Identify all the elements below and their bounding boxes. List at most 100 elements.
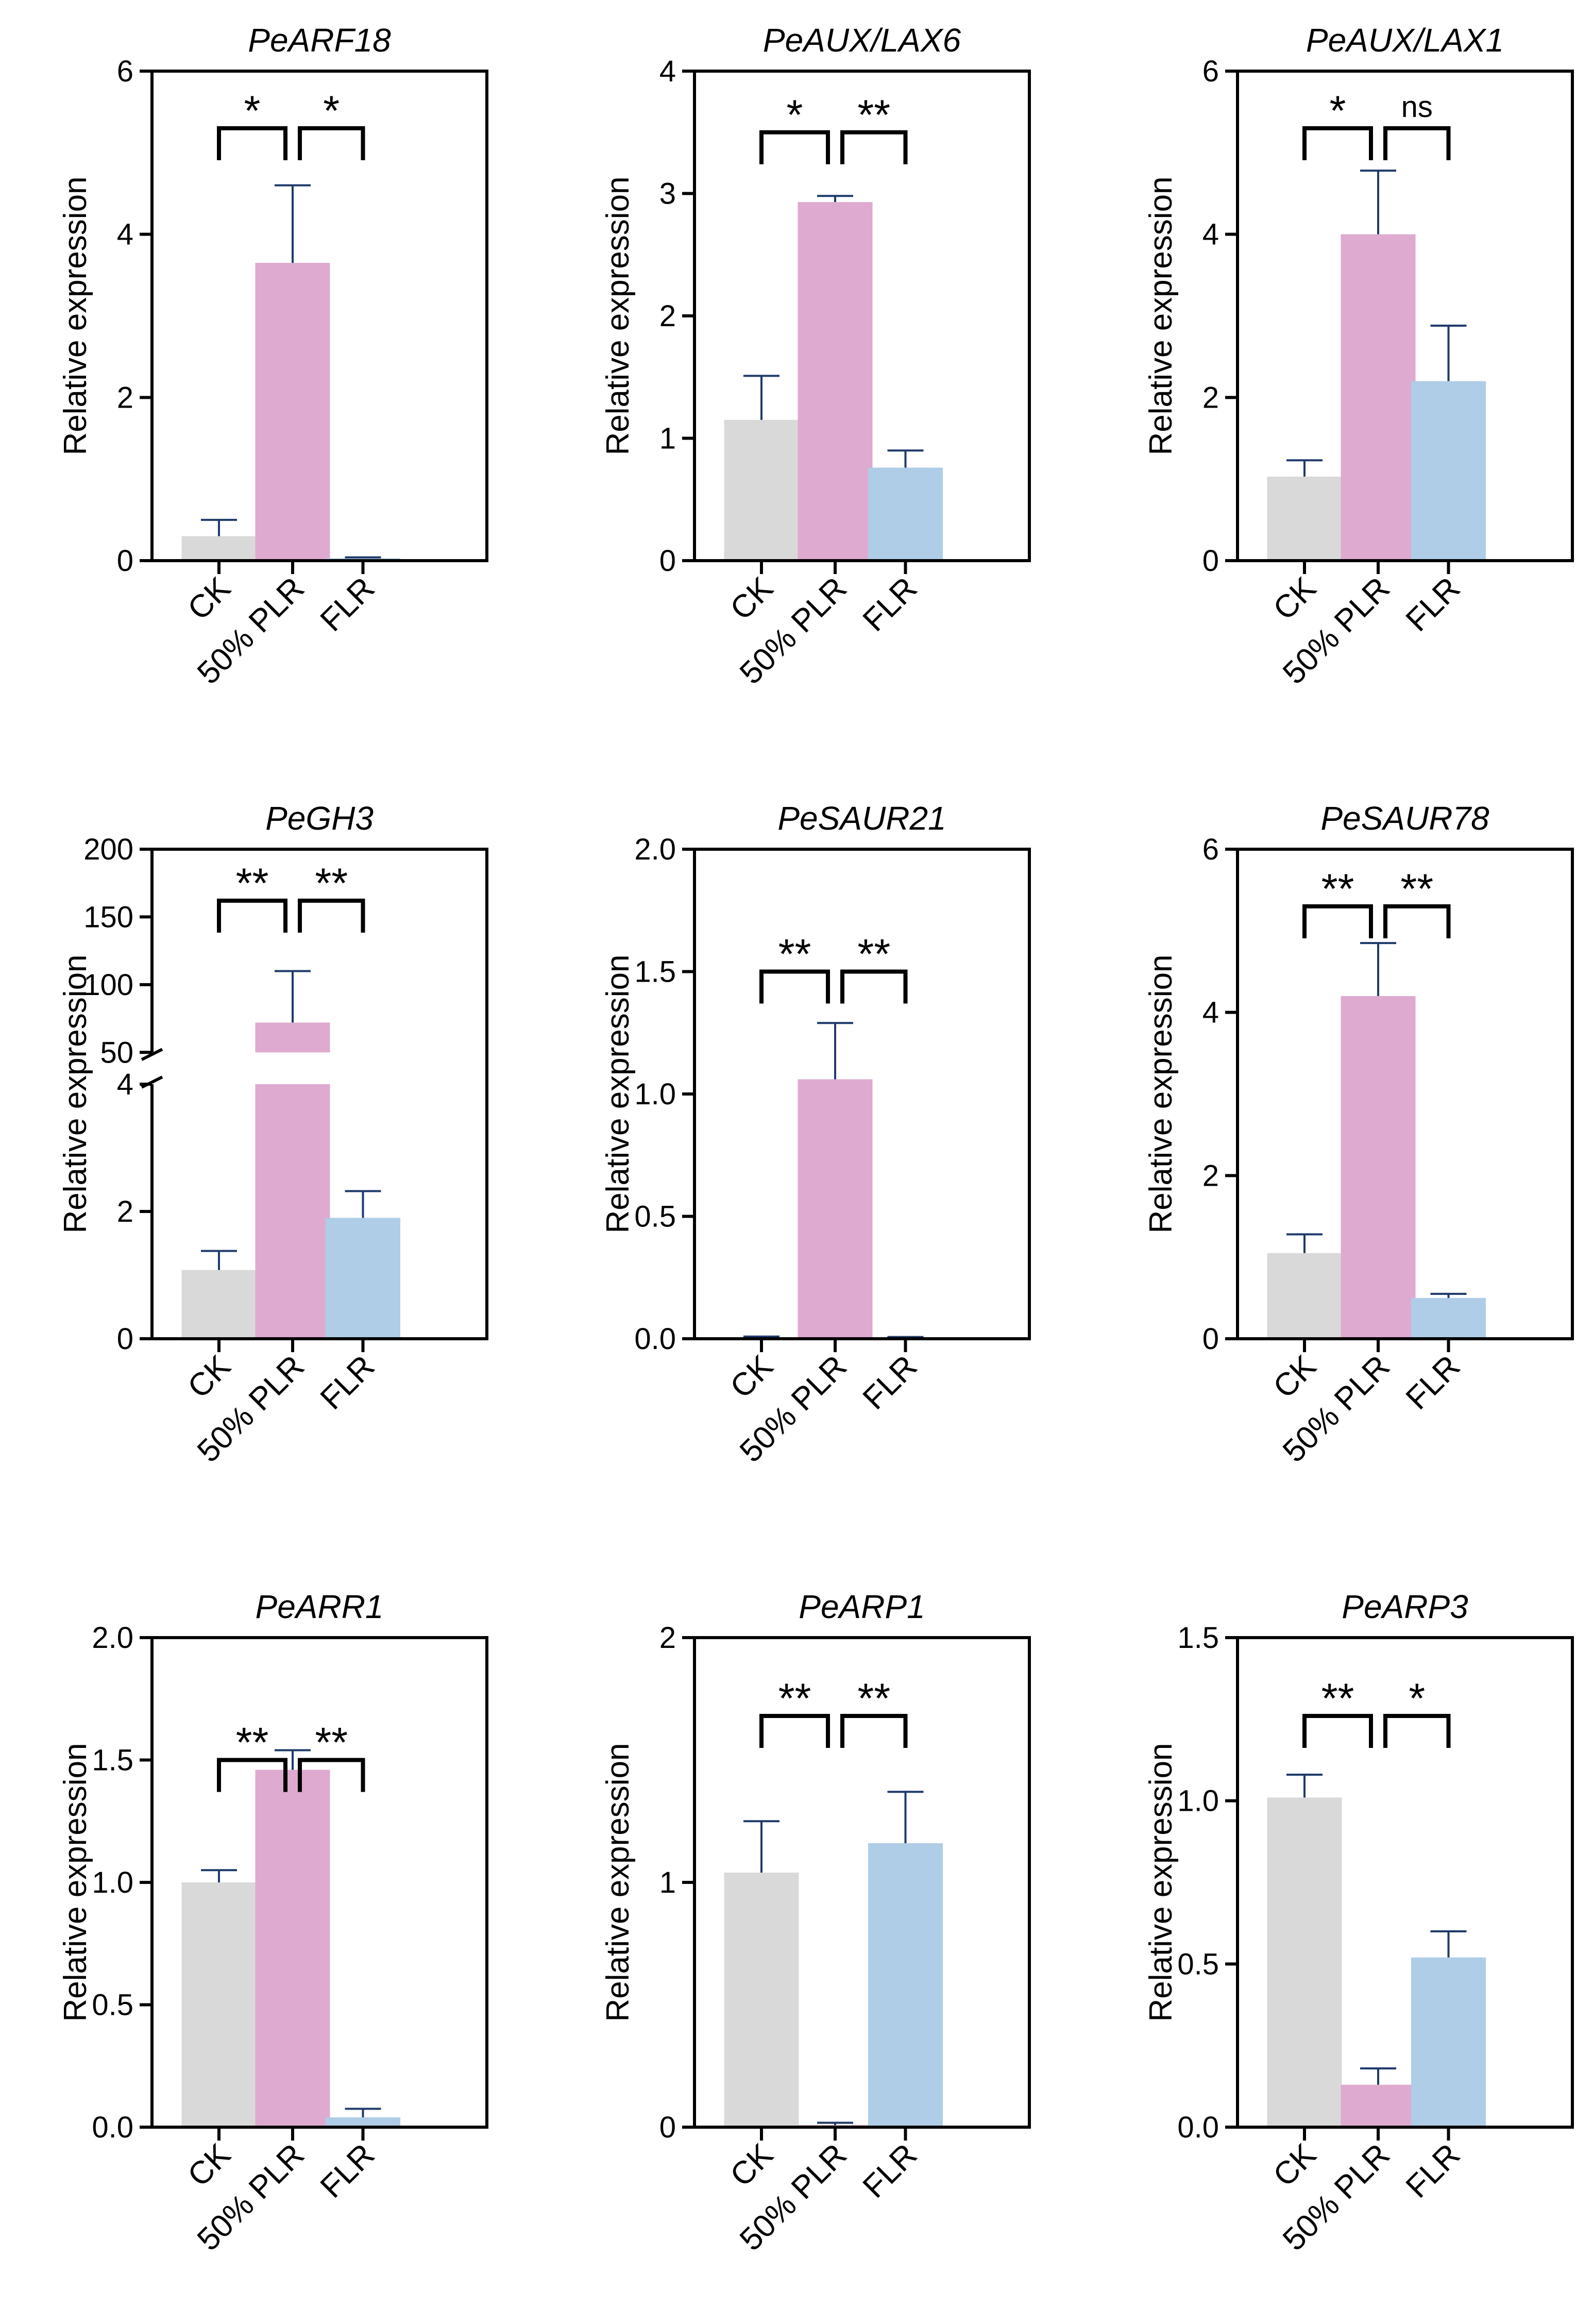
- y-tick-label: 1.0: [634, 1077, 676, 1111]
- y-tick-label: 2.0: [634, 833, 676, 866]
- significance-bracket: [759, 969, 830, 1004]
- significance-label: **: [315, 1720, 348, 1766]
- significance-bracket: [840, 130, 908, 164]
- significance-label: **: [857, 1675, 890, 1722]
- x-tick-label-2: FLR: [314, 2137, 382, 2205]
- y-tick-label: 0.0: [92, 2111, 133, 2144]
- x-tick-label-2: FLR: [856, 1349, 924, 1417]
- y-tick-label: 1: [659, 1866, 676, 1899]
- significance-bracket: [759, 130, 830, 164]
- y-tick-label: 50: [100, 1036, 133, 1069]
- y-axis-label: Relative expression: [1143, 1743, 1179, 2022]
- y-tick-label: 2.0: [92, 1621, 133, 1655]
- significance-label: *: [244, 88, 261, 134]
- y-tick-label: 4: [1202, 218, 1219, 251]
- y-tick-label: 2: [659, 299, 676, 333]
- y-tick-label: 0: [659, 544, 676, 578]
- bar-1: [1341, 234, 1416, 561]
- bar-2: [326, 2117, 400, 2127]
- y-tick-label: 4: [659, 55, 676, 88]
- chart-title-pesaur78: PeSAUR78: [1320, 800, 1489, 837]
- bar-1: [1341, 2084, 1416, 2127]
- significance-bracket: [1383, 126, 1451, 160]
- x-tick-label-2: FLR: [1399, 570, 1467, 638]
- y-tick-label: 0.5: [634, 1200, 676, 1234]
- y-tick-label: 2: [117, 381, 133, 414]
- bar-2: [1411, 1298, 1486, 1339]
- y-tick-label: 6: [1202, 55, 1219, 88]
- y-tick-label: 2: [117, 1195, 133, 1228]
- bar-0: [181, 536, 257, 561]
- y-tick-label: 6: [117, 55, 133, 88]
- y-tick-label: 1: [659, 422, 676, 456]
- significance-label: *: [1330, 88, 1346, 134]
- y-tick-label: 2: [1202, 1159, 1219, 1192]
- significance-label: ns: [1401, 90, 1433, 124]
- y-tick-label: 200: [83, 833, 133, 866]
- significance-bracket: [217, 1758, 287, 1792]
- y-tick-label: 0: [1202, 1322, 1219, 1356]
- chart-panel: PeGH3 Relative expression 0 2 450 100 150 200 CK…: [58, 800, 488, 1469]
- bar-2: [326, 1218, 400, 1339]
- y-tick-label: 0: [117, 544, 133, 578]
- plot-frame: [1236, 1636, 1574, 2129]
- significance-label: *: [1409, 1675, 1425, 1722]
- y-axis-label: Relative expression: [1143, 954, 1179, 1233]
- significance-bracket: [840, 1714, 908, 1748]
- y-tick-label: 6: [1202, 833, 1219, 866]
- y-tick-label: 3: [659, 177, 676, 211]
- y-tick-label: 4: [1202, 996, 1219, 1030]
- chart-panel: PeARR1 Relative expression 0.0 0.5 1.0 1.5 2.0…: [58, 1588, 488, 2258]
- chart-title-pearp1: PeARP1: [799, 1588, 925, 1625]
- x-tick-label-0: CK: [1266, 2137, 1323, 2194]
- chart-panel: PeSAUR21 Relative expression 0.0 0.5 1.0 1.5 2…: [600, 800, 1031, 1469]
- significance-label: **: [857, 931, 890, 978]
- y-tick-label: 0: [117, 1322, 133, 1356]
- y-tick-label: 4: [117, 1068, 133, 1101]
- significance-bracket: [1383, 904, 1451, 938]
- significance-bracket: [1302, 1714, 1373, 1748]
- bar-1: [255, 1770, 330, 2127]
- bar-1: [798, 1079, 873, 1339]
- bar-2: [868, 1843, 943, 2127]
- x-tick-label-0: CK: [723, 2137, 780, 2194]
- bar-0: [1267, 1797, 1342, 2127]
- y-tick-label: 0.0: [634, 1322, 676, 1356]
- bar-1: [255, 263, 330, 561]
- y-axis-label: Relative expression: [1143, 176, 1179, 455]
- y-axis-label: Relative expression: [58, 176, 93, 455]
- chart-title-peauxlax6: PeAUX/LAX6: [763, 22, 961, 59]
- y-tick-label: 0.5: [92, 1989, 133, 2022]
- significance-label: **: [236, 1720, 269, 1766]
- bar-1-upper: [255, 1022, 330, 1053]
- y-tick-label: 0.0: [1177, 2111, 1219, 2144]
- x-tick-label-0: CK: [181, 2137, 238, 2194]
- significance-bracket: [1302, 126, 1373, 160]
- x-tick-label-0: CK: [723, 1349, 780, 1405]
- x-tick-label-2: FLR: [1399, 1349, 1467, 1417]
- significance-label: **: [1321, 866, 1354, 913]
- y-tick-label: 100: [83, 968, 133, 1002]
- axis-break-mark: [141, 1048, 163, 1061]
- y-tick-label: 150: [83, 900, 133, 934]
- y-tick-label: 1.0: [1177, 1784, 1219, 1818]
- y-tick-label: 1.5: [1177, 1621, 1219, 1655]
- significance-label: **: [236, 860, 269, 907]
- significance-bracket: [1302, 904, 1373, 938]
- y-tick-label: 1.5: [634, 955, 676, 989]
- y-tick-label: 0: [1202, 544, 1219, 578]
- significance-bracket: [759, 1714, 830, 1748]
- bar-2: [1411, 1957, 1486, 2127]
- bar-2: [868, 467, 943, 561]
- significance-label: **: [315, 860, 348, 907]
- y-axis-label: Relative expression: [600, 1743, 636, 2022]
- x-tick-label-0: CK: [1266, 570, 1323, 627]
- significance-bracket: [298, 1758, 365, 1792]
- y-tick-label: 1.5: [92, 1744, 133, 1777]
- chart-title-pegh3: PeGH3: [265, 800, 374, 837]
- y-axis-label: Relative expression: [600, 954, 636, 1233]
